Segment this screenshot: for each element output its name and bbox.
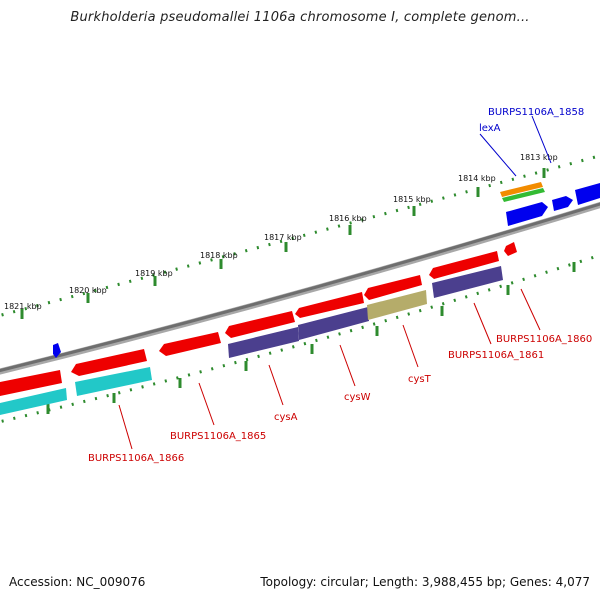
scale-labels: 1821 kbp 1820 kbp 1819 kbp 1818 kbp 1817… — [4, 153, 558, 311]
gene-cysA[interactable] — [228, 327, 299, 358]
gene-label-burps-1861[interactable]: BURPS1106A_1861 — [448, 350, 544, 361]
map-title: Burkholderia pseudomallei 1106a chromoso… — [70, 10, 530, 25]
gene-burps-1861-red[interactable] — [429, 251, 499, 279]
gene-burps-1866[interactable] — [0, 370, 62, 396]
gene-label-cysW[interactable]: cysW — [344, 392, 371, 403]
scale-label: 1813 kbp — [520, 153, 558, 162]
gene-burps-1866-red[interactable] — [71, 349, 147, 376]
gene-label-cysA[interactable]: cysA — [274, 412, 298, 423]
gene-label-burps-1866[interactable]: BURPS1106A_1866 — [88, 453, 184, 464]
gene-burps-1866-cyan[interactable] — [0, 388, 67, 415]
scale-label: 1819 kbp — [135, 269, 173, 278]
gene-feature[interactable] — [575, 183, 600, 205]
reverse-strand-genes — [0, 242, 517, 415]
accession-text: Accession: NC_009076 — [9, 575, 146, 589]
chromosome-backbone — [0, 201, 600, 375]
gene-feature[interactable] — [500, 182, 543, 197]
gene-label-burps-1865[interactable]: BURPS1106A_1865 — [170, 431, 266, 442]
gene-label-burps-1860[interactable]: BURPS1106A_1860 — [496, 334, 592, 345]
scale-label: 1821 kbp — [4, 302, 42, 311]
forward-strand-genes — [53, 182, 600, 358]
genome-summary-text: Topology: circular; Length: 3,988,455 bp… — [260, 575, 590, 589]
gene-label-lexA[interactable]: lexA — [479, 123, 501, 134]
gene-label-cysT[interactable]: cysT — [408, 374, 432, 385]
gene-cysW[interactable] — [298, 307, 369, 340]
gene-cysA-red[interactable] — [225, 311, 295, 338]
inner-tick-ring — [0, 253, 600, 424]
scale-label: 1814 kbp — [458, 174, 496, 183]
outer-major-ticks — [20, 168, 546, 319]
gene-cysT[interactable] — [367, 290, 427, 320]
gene-label-burps-1858[interactable]: BURPS1106A_1858 — [488, 107, 584, 118]
scale-label: 1816 kbp — [329, 214, 367, 223]
scale-label: 1820 kbp — [69, 286, 107, 295]
gene-feature[interactable] — [53, 343, 61, 358]
inner-major-ticks — [46, 262, 576, 414]
gene-cysW-red[interactable] — [295, 292, 364, 318]
scale-label: 1815 kbp — [393, 195, 431, 204]
gene-burps-1860[interactable] — [504, 242, 517, 256]
scale-label: 1817 kbp — [264, 233, 302, 242]
gene-burps-1865[interactable] — [159, 332, 221, 356]
gene-burps-1861[interactable] — [432, 266, 503, 298]
gene-cysT-red[interactable] — [364, 275, 422, 300]
gene-lexA[interactable] — [506, 202, 548, 226]
gene-burps-1865-cyan[interactable] — [75, 367, 152, 396]
gene-feature[interactable] — [502, 188, 545, 202]
gene-labels: BURPS1106A_1858 lexA BURPS1106A_1860 BUR… — [88, 107, 592, 464]
gene-burps-1858[interactable] — [552, 196, 573, 211]
label-leaders — [118, 115, 552, 450]
scale-label: 1818 kbp — [200, 251, 238, 260]
